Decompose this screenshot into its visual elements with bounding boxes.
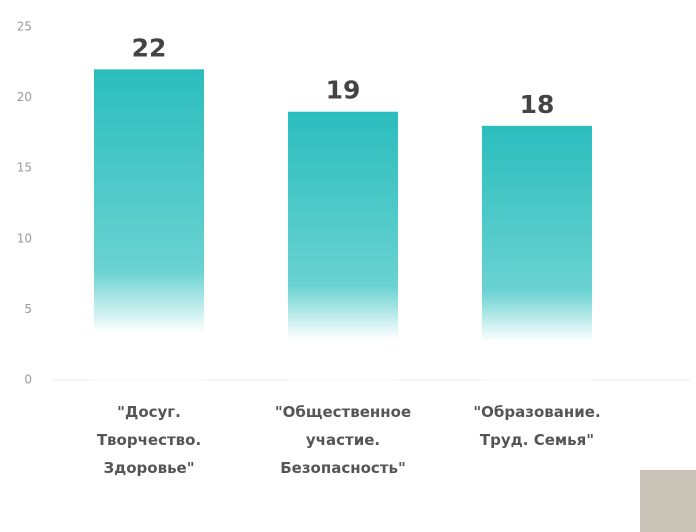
data-label: 19 bbox=[326, 76, 361, 105]
x-tick-label-line: "Образование. bbox=[473, 403, 600, 421]
bar bbox=[288, 111, 398, 380]
x-tick-label: "Общественное участие. Безопасность" bbox=[275, 403, 411, 477]
photo-thumbnail bbox=[640, 470, 696, 532]
x-tick-label-line: "Общественное bbox=[275, 403, 411, 421]
x-tick-label-line: Безопасность" bbox=[280, 459, 406, 477]
x-tick-label-line: участие. bbox=[306, 431, 380, 449]
bar bbox=[482, 125, 592, 380]
x-tick-label-line: Труд. Семья" bbox=[480, 431, 594, 449]
data-label: 22 bbox=[132, 33, 167, 62]
x-tick-label-line: Творчество. bbox=[97, 431, 201, 449]
y-tick-label: 20 bbox=[17, 90, 32, 104]
x-tick-label-line: Здоровье" bbox=[103, 459, 194, 477]
data-label: 18 bbox=[520, 90, 555, 119]
y-tick-label: 15 bbox=[17, 161, 32, 175]
y-tick-label: 25 bbox=[17, 20, 32, 34]
y-tick-label: 5 bbox=[24, 302, 32, 316]
y-tick-label: 0 bbox=[24, 373, 32, 387]
x-tick-label-line: "Досуг. bbox=[117, 403, 181, 421]
y-tick-label: 10 bbox=[17, 231, 32, 245]
bar bbox=[94, 69, 204, 381]
x-tick-label: "Досуг. Творчество. Здоровье" bbox=[97, 403, 201, 477]
x-tick-label: "Образование. Труд. Семья" bbox=[473, 403, 600, 449]
